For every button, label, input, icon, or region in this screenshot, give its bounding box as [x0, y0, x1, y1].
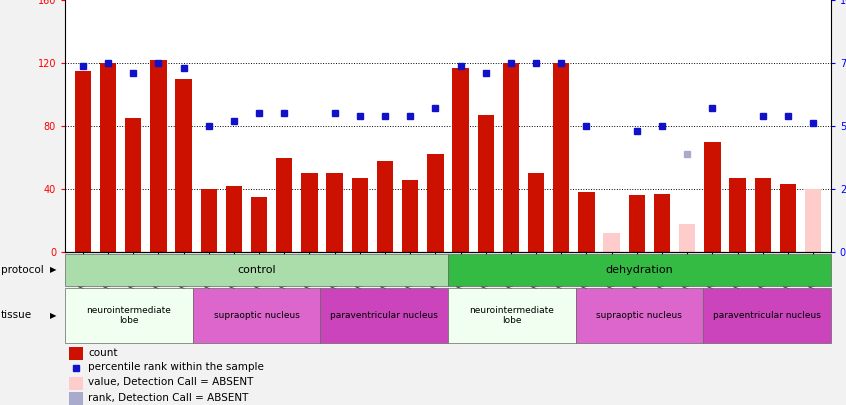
Bar	[301, 173, 317, 252]
Text: ▶: ▶	[50, 266, 57, 275]
Text: neurointermediate
lobe: neurointermediate lobe	[86, 306, 172, 325]
Text: paraventricular nucleus: paraventricular nucleus	[713, 311, 821, 320]
Bar	[402, 179, 419, 252]
Bar	[251, 197, 267, 252]
Bar	[65, 254, 448, 286]
Bar	[193, 288, 321, 343]
Bar	[528, 173, 544, 252]
Bar	[321, 288, 448, 343]
Text: count: count	[88, 347, 118, 358]
Bar	[376, 161, 393, 252]
Text: percentile rank within the sample: percentile rank within the sample	[88, 362, 264, 373]
Bar	[65, 288, 193, 343]
Bar	[503, 63, 519, 252]
Bar	[352, 178, 368, 252]
Text: ▶: ▶	[50, 311, 57, 320]
Text: supraoptic nucleus: supraoptic nucleus	[596, 311, 683, 320]
Bar	[69, 392, 83, 405]
Bar	[448, 288, 575, 343]
Bar	[477, 115, 494, 252]
Bar	[100, 63, 116, 252]
Text: tissue: tissue	[1, 311, 32, 320]
Text: dehydration: dehydration	[606, 265, 673, 275]
Bar	[729, 178, 746, 252]
Bar	[679, 224, 695, 252]
Bar	[704, 142, 721, 252]
Bar	[226, 186, 242, 252]
Text: protocol: protocol	[1, 265, 44, 275]
Bar	[201, 189, 217, 252]
Bar	[805, 189, 821, 252]
Bar	[448, 254, 831, 286]
Bar	[327, 173, 343, 252]
Bar	[453, 68, 469, 252]
Bar	[755, 178, 771, 252]
Text: supraoptic nucleus: supraoptic nucleus	[213, 311, 299, 320]
Text: value, Detection Call = ABSENT: value, Detection Call = ABSENT	[88, 377, 254, 388]
Bar	[579, 192, 595, 252]
Bar	[780, 184, 796, 252]
Text: neurointermediate
lobe: neurointermediate lobe	[470, 306, 554, 325]
Text: control: control	[237, 265, 276, 275]
Bar	[69, 347, 83, 360]
Bar	[575, 288, 703, 343]
Bar	[703, 288, 831, 343]
Bar	[654, 194, 670, 252]
Bar	[69, 377, 83, 390]
Bar	[553, 63, 569, 252]
Bar	[125, 118, 141, 252]
Bar	[276, 158, 293, 252]
Bar	[150, 60, 167, 252]
Bar	[427, 154, 443, 252]
Text: rank, Detection Call = ABSENT: rank, Detection Call = ABSENT	[88, 392, 249, 403]
Bar	[74, 71, 91, 252]
Bar	[629, 195, 645, 252]
Bar	[175, 79, 192, 252]
Text: paraventricular nucleus: paraventricular nucleus	[330, 311, 438, 320]
Bar	[603, 233, 620, 252]
